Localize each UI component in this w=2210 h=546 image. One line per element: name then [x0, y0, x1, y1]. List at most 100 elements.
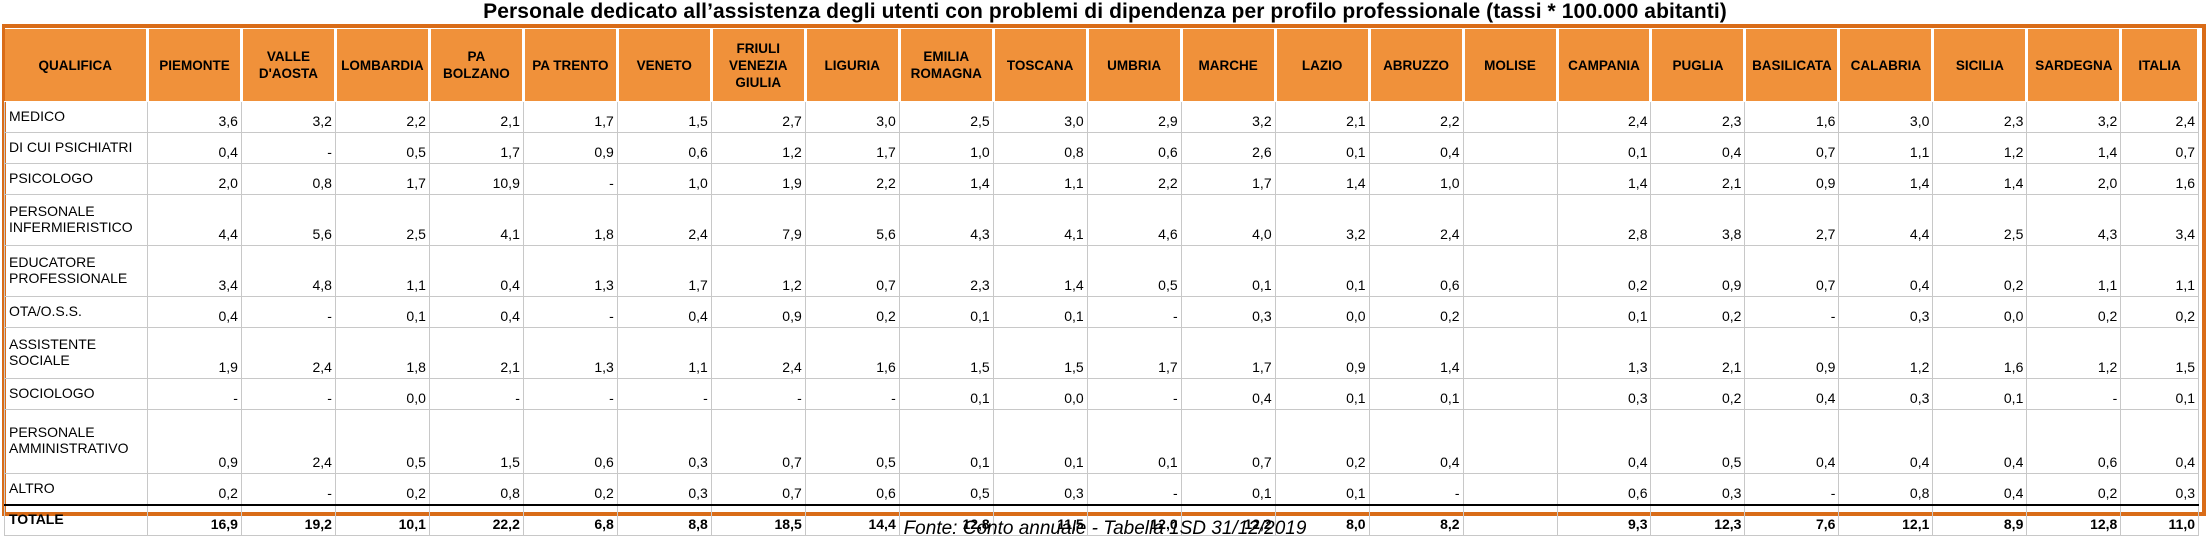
header-cell: MOLISE [1461, 28, 1559, 102]
value-cell: 0,5 [898, 473, 994, 506]
data-table: QUALIFICA PIEMONTE VALLE D'AOSTA LOMBARD… [4, 28, 2200, 536]
value-cell: 1,0 [616, 163, 712, 195]
value-cell: - [522, 163, 618, 195]
value-cell: 0,1 [1180, 245, 1276, 297]
value-cell: 4,4 [1838, 194, 1934, 246]
row-label: DI CUI PSICHIATRI [4, 132, 148, 164]
value-cell: 0,1 [1180, 473, 1276, 506]
value-cell: 1,2 [2026, 327, 2122, 379]
value-cell [1462, 194, 1558, 246]
row-label: ASSISTENTE SOCIALE [4, 327, 148, 379]
row-label: MEDICO [4, 101, 148, 133]
header-cell: LAZIO [1273, 28, 1371, 102]
value-cell: 0,4 [1180, 378, 1276, 410]
value-cell: 14,4 [804, 504, 900, 536]
value-cell: 3,0 [804, 101, 900, 133]
value-cell: 4,4 [146, 194, 242, 246]
value-cell: 6,8 [522, 504, 618, 536]
value-cell: 2,8 [1556, 194, 1652, 246]
value-cell: 0,6 [1556, 473, 1652, 506]
value-cell: 1,4 [2026, 132, 2122, 164]
value-cell [1462, 101, 1558, 133]
value-cell: 2,2 [334, 101, 430, 133]
value-cell: 3,0 [992, 101, 1088, 133]
value-cell: 0,9 [1744, 327, 1840, 379]
header-cell: LIGURIA [803, 28, 901, 102]
value-cell: 0,1 [1274, 132, 1370, 164]
value-cell: 0,8 [240, 163, 336, 195]
value-cell: 0,8 [428, 473, 524, 506]
table-row: EDUCATORE PROFESSIONALE 3,4 4,8 1,1 0,4 1,3 1,… [4, 245, 2199, 297]
value-cell: 0,0 [1274, 296, 1370, 328]
value-cell: 0,2 [1274, 409, 1370, 474]
value-cell: 2,7 [1744, 194, 1840, 246]
value-cell: 12,8 [2026, 504, 2122, 536]
value-cell: 1,4 [1274, 163, 1370, 195]
value-cell: 0,2 [2026, 296, 2122, 328]
value-cell: 0,3 [992, 473, 1088, 506]
value-cell: 1,1 [2120, 245, 2199, 297]
value-cell: 0,4 [1650, 132, 1746, 164]
value-cell: 0,1 [1274, 245, 1370, 297]
value-cell: 0,9 [522, 132, 618, 164]
value-cell: 0,3 [616, 409, 712, 474]
value-cell: 0,0 [334, 378, 430, 410]
value-cell: 2,0 [146, 163, 242, 195]
value-cell: 0,2 [2026, 473, 2122, 506]
value-cell: 1,7 [1180, 327, 1276, 379]
total-row: TOTALE 16,9 19,2 10,1 22,2 6,8 8,8 18,5 14,4 12,8… [4, 504, 2199, 536]
value-cell: 10,1 [334, 504, 430, 536]
value-cell: 0,4 [1838, 409, 1934, 474]
table-row: ALTRO 0,2-0,2 0,8 0,2 0,3 0,7 0,6 0,5 0,3-0,1 0,1… [4, 473, 2199, 506]
value-cell: 1,0 [898, 132, 994, 164]
value-cell: 0,3 [1180, 296, 1276, 328]
value-cell: 2,2 [804, 163, 900, 195]
header-cell: PIEMONTE [145, 28, 243, 102]
value-cell: - [1086, 378, 1182, 410]
value-cell: 0,1 [1274, 378, 1370, 410]
value-cell: 0,2 [1650, 296, 1746, 328]
value-cell: 0,8 [1838, 473, 1934, 506]
value-cell: 0,3 [1556, 378, 1652, 410]
value-cell: - [522, 378, 618, 410]
value-cell [1462, 245, 1558, 297]
value-cell: 2,4 [710, 327, 806, 379]
value-cell: 3,2 [1274, 194, 1370, 246]
value-cell: 0,4 [1932, 409, 2028, 474]
value-cell: 1,7 [1180, 163, 1276, 195]
value-cell: 2,5 [334, 194, 430, 246]
value-cell: 0,9 [1744, 163, 1840, 195]
value-cell: 12,8 [898, 504, 994, 536]
value-cell: 5,6 [240, 194, 336, 246]
value-cell: 12,3 [1650, 504, 1746, 536]
value-cell: 0,4 [2120, 409, 2199, 474]
value-cell: 8,0 [1274, 504, 1370, 536]
value-cell: 1,7 [428, 132, 524, 164]
value-cell: 2,1 [1650, 163, 1746, 195]
value-cell: 5,6 [804, 194, 900, 246]
value-cell: - [1368, 473, 1464, 506]
value-cell: 0,0 [992, 378, 1088, 410]
value-cell: 0,1 [1368, 378, 1464, 410]
value-cell: 4,1 [992, 194, 1088, 246]
value-cell: 0,1 [898, 378, 994, 410]
value-cell: 1,2 [1838, 327, 1934, 379]
value-cell: 4,8 [240, 245, 336, 297]
value-cell: 1,5 [992, 327, 1088, 379]
value-cell: 0,6 [1368, 245, 1464, 297]
value-cell: 1,1 [1838, 132, 1934, 164]
value-cell: 16,9 [146, 504, 242, 536]
value-cell: 0,4 [428, 245, 524, 297]
value-cell: 2,2 [1086, 163, 1182, 195]
table-row: DI CUI PSICHIATRI 0,4-0,5 1,7 0,9 0,6 1,2 1,7 1… [4, 132, 2199, 164]
value-cell: 0,4 [428, 296, 524, 328]
row-label: ALTRO [4, 473, 148, 506]
value-cell: - [1086, 296, 1182, 328]
header-cell: QUALIFICA [4, 28, 149, 102]
value-cell: 0,7 [710, 473, 806, 506]
value-cell: 2,9 [1086, 101, 1182, 133]
value-cell: 0,2 [804, 296, 900, 328]
header-cell: SICILIA [1931, 28, 2029, 102]
value-cell: 0,4 [146, 296, 242, 328]
value-cell: 0,3 [1838, 378, 1934, 410]
